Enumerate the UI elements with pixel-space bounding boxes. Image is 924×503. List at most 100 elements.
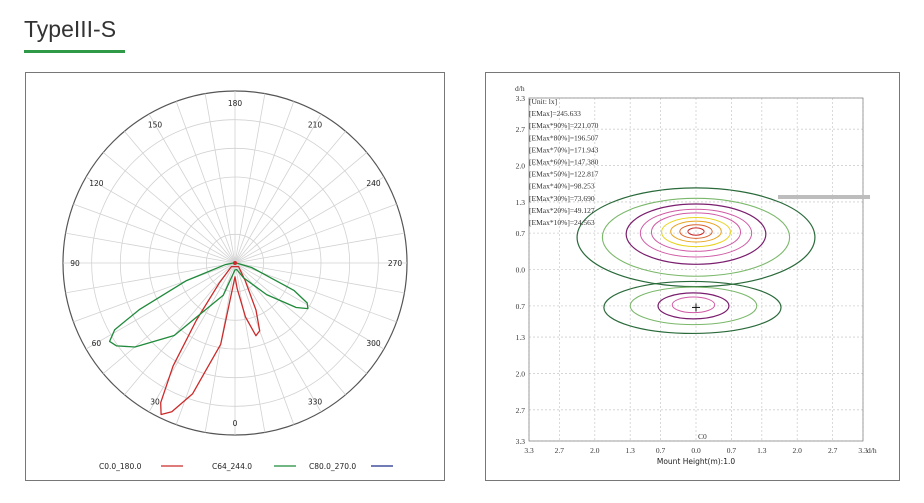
polar-spoke [234, 232, 405, 264]
isolux-contour [625, 203, 767, 265]
isolux-y-tick: 0.7 [516, 302, 526, 311]
polar-spoke [234, 130, 346, 264]
isolux-contour [657, 292, 730, 320]
isolux-legend-entry: [EMax*10%]=24.563 [529, 218, 595, 227]
polar-grid [62, 90, 408, 436]
isolux-legend-entry: [EMax*80%]=196.507 [529, 133, 599, 142]
isolux-contour [650, 212, 742, 252]
isolux-y-tick: 2.7 [516, 406, 526, 415]
isolux-contour [687, 227, 705, 236]
polar-spoke [124, 130, 236, 264]
isolux-legend-entry: [EMax*70%]=171.943 [529, 145, 599, 154]
isolux-y-tick: 2.0 [516, 162, 526, 171]
isolux-contours [576, 187, 816, 335]
polar-spoke [73, 203, 236, 264]
polar-spoke [234, 262, 295, 425]
polar-spoke [234, 101, 295, 264]
isolux-bottom-label: C0 [698, 432, 707, 441]
isolux-x-tick: 1.3 [626, 446, 636, 455]
polar-spoke [73, 262, 236, 323]
isolux-legend-entry: [EMax*30%]=73.690 [529, 194, 595, 203]
polar-spoke [234, 262, 368, 374]
isolux-contour [629, 286, 758, 326]
isolux-y-tick: 0.0 [516, 266, 526, 275]
isolux-y-tick: 3.3 [516, 94, 526, 103]
polar-angle-label: 270 [388, 259, 403, 268]
polar-spoke [85, 176, 236, 264]
isolux-contour [661, 217, 731, 248]
isolux-legend-entry: [EMax*20%]=49.127 [529, 206, 595, 215]
isolux-x-tick: 0.0 [691, 446, 701, 455]
isolux-y-tick: 2.7 [516, 125, 526, 134]
polar-spoke [204, 262, 236, 433]
polar-spoke [204, 93, 236, 264]
polar-spoke [65, 232, 236, 264]
page-title: TypeIII-S [24, 16, 117, 42]
isolux-legend-entry: [EMax*60%]=147.380 [529, 158, 599, 167]
isolux-contour [601, 197, 791, 277]
isolux-contour [639, 208, 753, 258]
polar-spoke [85, 262, 236, 350]
polar-angle-label: 90 [70, 259, 80, 268]
polar-spoke [234, 93, 266, 264]
polar-angle-label: 240 [366, 179, 381, 188]
polar-legend-label: C80.0_270.0 [309, 462, 356, 471]
isolux-x-tick: 1.3 [757, 446, 767, 455]
isolux-x-tick: 2.7 [828, 446, 838, 455]
polar-spoke [175, 101, 236, 264]
polar-spoke [234, 176, 385, 264]
isolux-legend-entry: [EMax*90%]=221.070 [529, 121, 599, 130]
polar-spoke [234, 262, 405, 294]
isolux-contour [603, 280, 782, 335]
isolux-y-tick: 3.3 [516, 437, 526, 446]
isolux-frame [528, 97, 864, 442]
polar-spoke [65, 262, 236, 294]
polar-center [233, 261, 237, 265]
polar-legend-label: C0.0_180.0 [99, 462, 142, 471]
isolux-contour [671, 296, 716, 314]
polar-spoke [148, 113, 236, 264]
isolux-legend-entry: [EMax*40%]=98.253 [529, 182, 595, 191]
isolux-chart-panel: d/h 3.3 2.7 2.0 1.3 0.7 0.0 0.7 1.3 2.0 2.7 3.3 3.3 2… [485, 72, 900, 481]
polar-spoke [234, 152, 368, 264]
polar-angle-label: 180 [228, 99, 243, 108]
isolux-grey-bar [778, 195, 870, 199]
isolux-x-tick: 0.7 [656, 446, 666, 455]
polar-curve-1 [160, 265, 261, 416]
polar-spoke [234, 262, 322, 413]
polar-angle-label: 120 [89, 179, 104, 188]
title-underline [24, 50, 125, 53]
polar-spoke [234, 262, 266, 433]
polar-spoke [124, 262, 236, 396]
isolux-chart: d/h3.32.72.01.30.70.00.71.32.02.73.33.3 2… [515, 84, 877, 466]
polar-angle-label: 30 [150, 398, 160, 407]
polar-chart-panel: 180 150 120 90 60 30 0 330 300 270 240 210 C0.0_180.… [25, 72, 445, 481]
polar-spoke [234, 113, 322, 264]
isolux-y-tick: 2.0 [516, 369, 526, 378]
isolux-contour [576, 187, 816, 288]
isolux-legend-entry: [EMax*50%]=122.817 [529, 170, 599, 179]
isolux-x-tick: 2.0 [793, 446, 803, 455]
isolux-x-tick: 2.0 [590, 446, 600, 455]
polar-angle-label: 60 [92, 339, 102, 348]
polar-spoke [148, 262, 236, 413]
polar-spoke [234, 262, 385, 350]
polar-angle-label: 0 [233, 419, 238, 428]
polar-chart: 1801501209060300330300270240210C0.0_180.… [62, 90, 408, 471]
polar-spoke [102, 262, 236, 374]
polar-spoke [102, 152, 236, 264]
isolux-y-axis-title: d/h [515, 84, 525, 93]
isolux-x-caption: Mount Height(m):1.0 [657, 457, 736, 466]
isolux-x-tick: 0.7 [727, 446, 737, 455]
isolux-legend-entry: [Unit: lx] [529, 97, 557, 106]
isolux-contour [679, 224, 713, 239]
polar-spoke [234, 203, 397, 264]
polar-angle-label: 330 [308, 398, 323, 407]
isolux-y-tick: 1.3 [516, 333, 526, 342]
isolux-legend-entry: [EMax]=245.633 [529, 109, 581, 118]
polar-angle-label: 210 [308, 120, 323, 129]
isolux-x-tick: 2.7 [555, 446, 565, 455]
polar-angle-label: 300 [366, 339, 381, 348]
polar-legend-label: C64_244.0 [212, 462, 252, 471]
isolux-y-tick: 0.7 [516, 229, 526, 238]
